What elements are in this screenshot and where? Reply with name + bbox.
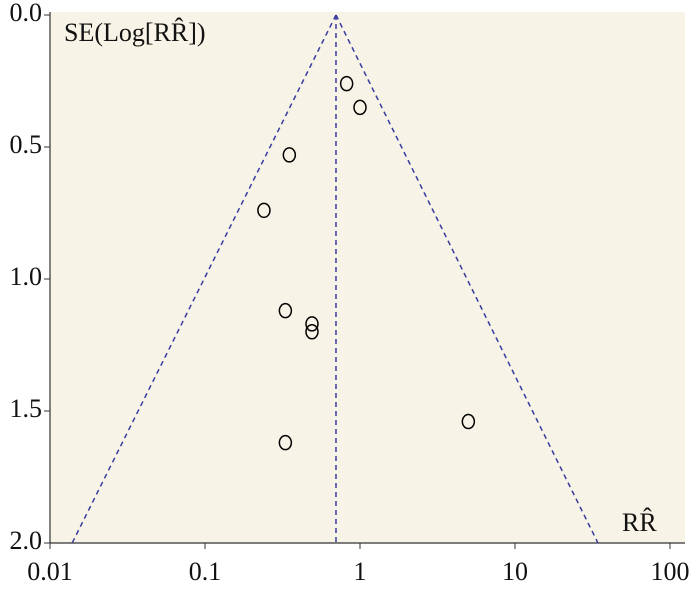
- study-point: [278, 302, 293, 319]
- study-point: [305, 316, 319, 332]
- study-point: [282, 147, 297, 163]
- plot-background: [50, 12, 685, 543]
- study-point: [461, 413, 476, 430]
- y-tick-label: 1.5: [10, 394, 43, 423]
- x-tick-label: 10: [502, 557, 528, 586]
- study-point: [305, 324, 319, 340]
- y-tick-label: 2.0: [10, 526, 43, 555]
- x-tick-label: 0.1: [189, 557, 222, 586]
- study-point: [257, 202, 271, 219]
- y-tick-label: 0.0: [10, 0, 43, 27]
- x-tick-label: 0.01: [27, 557, 73, 586]
- study-point: [353, 99, 367, 116]
- x-tick-label: 1: [354, 557, 367, 586]
- x-tick-label: 100: [651, 557, 690, 586]
- y-axis-label: SE(Log[RR̂]): [64, 18, 206, 47]
- study-point: [278, 434, 293, 451]
- x-axis-label: RR̂: [622, 508, 657, 537]
- study-point: [339, 75, 354, 92]
- y-tick-label: 0.5: [10, 130, 43, 159]
- y-tick-label: 1.0: [10, 262, 43, 291]
